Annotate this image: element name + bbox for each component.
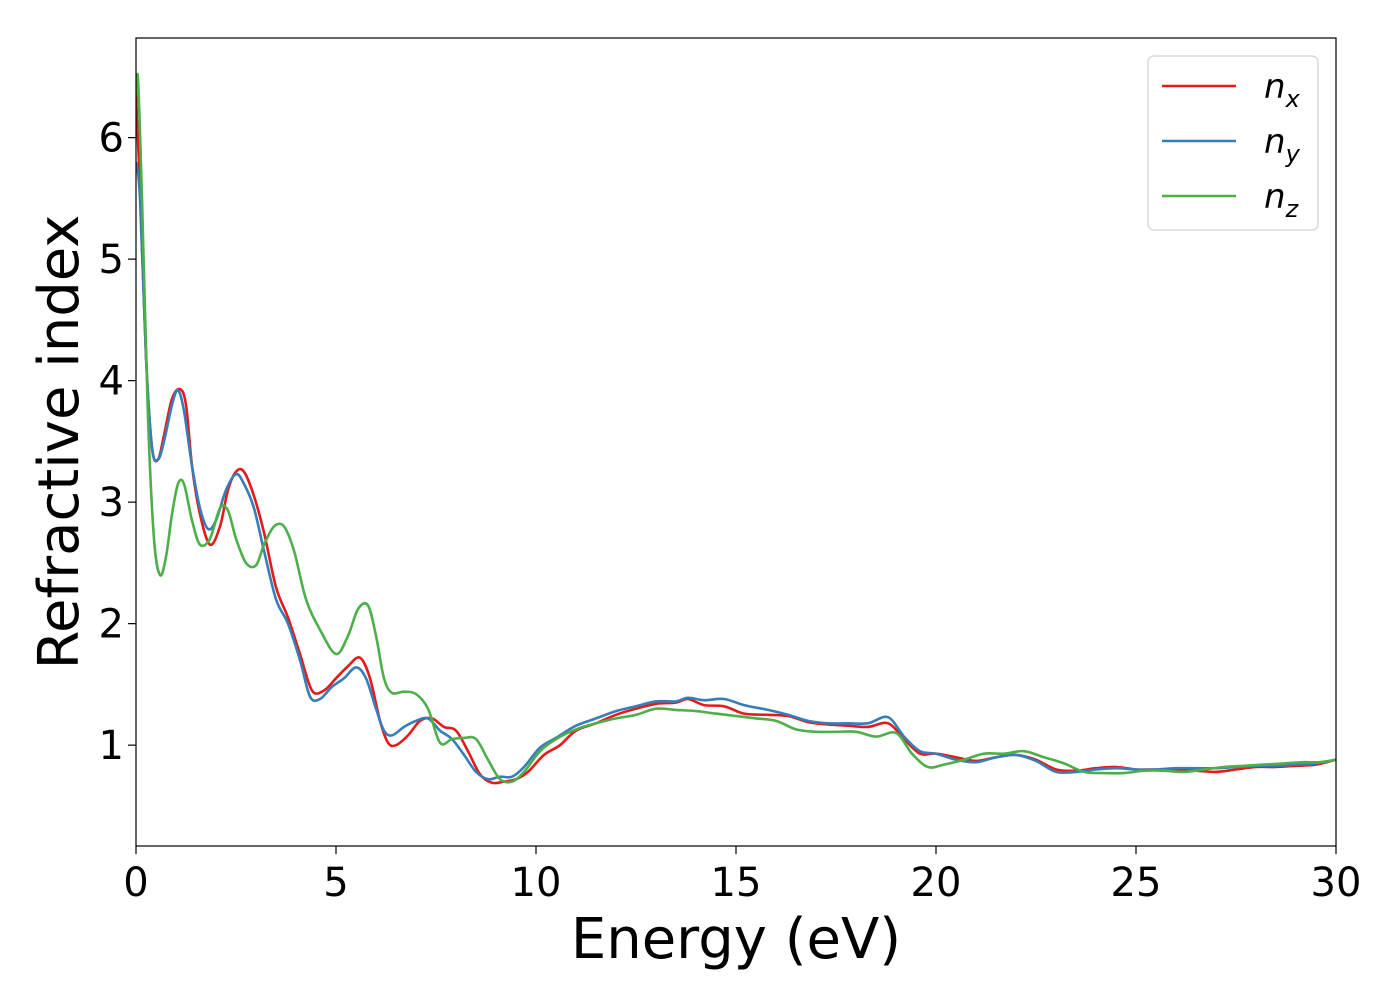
x-tick-label: 10 — [511, 860, 562, 906]
y-tick-label: 3 — [99, 480, 124, 526]
y-tick-label: 2 — [99, 602, 124, 648]
y-tick-label: 6 — [99, 116, 124, 162]
x-axis-title: Energy (eV) — [571, 907, 901, 972]
x-tick-label: 15 — [711, 860, 762, 906]
legend-box — [1147, 55, 1319, 231]
series-line-n-y — [136, 161, 1336, 781]
series-line-n-z — [136, 72, 1336, 784]
series-line-n-x — [136, 95, 1336, 785]
legend: nx ny nz — [1147, 55, 1319, 231]
x-axis-ticks: 0 5 10 15 20 25 30 — [123, 846, 1361, 906]
y-axis-ticks: 1 2 3 4 5 6 — [99, 116, 136, 769]
y-tick-label: 1 — [99, 723, 124, 769]
y-axis-title: Refractive index — [27, 215, 92, 670]
x-tick-label: 30 — [1311, 860, 1362, 906]
legend-label-n-y: ny — [1264, 122, 1301, 168]
y-tick-label: 5 — [99, 237, 124, 283]
legend-label-n-x: nx — [1264, 67, 1301, 113]
x-tick-label: 20 — [911, 860, 962, 906]
x-tick-label: 25 — [1111, 860, 1162, 906]
y-tick-label: 4 — [99, 359, 124, 405]
legend-label-n-z: nz — [1264, 177, 1300, 223]
x-tick-label: 5 — [323, 860, 348, 906]
x-tick-label: 0 — [123, 860, 148, 906]
plot-lines — [136, 72, 1336, 785]
